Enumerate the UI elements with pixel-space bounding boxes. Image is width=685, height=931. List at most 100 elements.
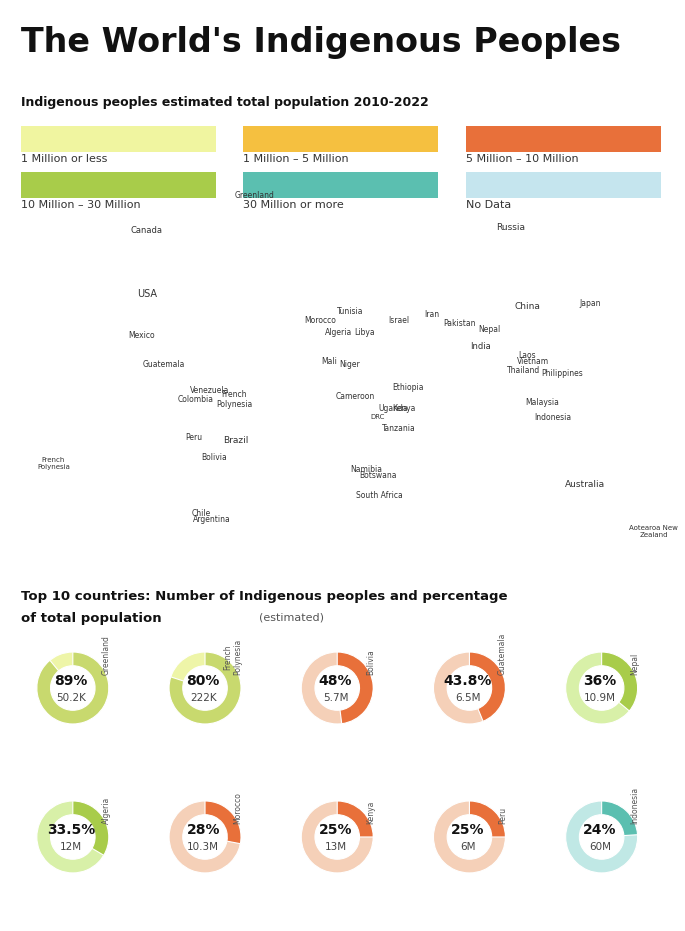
- Text: Morocco: Morocco: [234, 792, 242, 824]
- Text: Uganda: Uganda: [378, 404, 408, 412]
- Wedge shape: [205, 801, 241, 843]
- Text: 12M: 12M: [60, 843, 82, 852]
- Text: Bolivia: Bolivia: [201, 453, 227, 463]
- Text: Russia: Russia: [496, 223, 525, 232]
- Text: Libya: Libya: [355, 328, 375, 337]
- Text: 5.7M: 5.7M: [323, 694, 348, 703]
- Text: Venezuela: Venezuela: [190, 386, 229, 396]
- Wedge shape: [301, 652, 373, 724]
- Text: 6M: 6M: [460, 843, 475, 852]
- Text: 10.9M: 10.9M: [584, 694, 616, 703]
- Text: 50.2K: 50.2K: [56, 694, 86, 703]
- Text: 89%: 89%: [54, 674, 88, 688]
- Text: Namibia: Namibia: [351, 466, 383, 474]
- Text: Malaysia: Malaysia: [525, 398, 559, 407]
- Text: Chile: Chile: [191, 509, 210, 518]
- Text: Nepal: Nepal: [479, 325, 501, 334]
- Text: Indonesia: Indonesia: [535, 412, 572, 422]
- Wedge shape: [37, 652, 109, 724]
- Wedge shape: [469, 652, 506, 722]
- Text: Guatemala: Guatemala: [142, 360, 185, 369]
- Text: Indonesia: Indonesia: [630, 787, 639, 824]
- Text: French
Polynesia: French Polynesia: [216, 390, 253, 410]
- Text: 25%: 25%: [319, 823, 352, 837]
- Text: South Africa: South Africa: [356, 492, 403, 501]
- Wedge shape: [73, 801, 109, 856]
- Text: Israel: Israel: [388, 317, 409, 325]
- Wedge shape: [434, 801, 506, 873]
- Text: Colombia: Colombia: [177, 395, 213, 404]
- Text: India: India: [470, 343, 491, 352]
- Text: Top 10 countries: Number of Indigenous peoples and percentage: Top 10 countries: Number of Indigenous p…: [21, 590, 507, 603]
- Text: Algeria: Algeria: [325, 328, 352, 337]
- Wedge shape: [301, 801, 373, 873]
- Text: Japan: Japan: [580, 299, 601, 307]
- Text: Kenya: Kenya: [393, 404, 416, 412]
- Text: 48%: 48%: [319, 674, 352, 688]
- Wedge shape: [169, 652, 241, 724]
- Text: Cameroon: Cameroon: [336, 392, 375, 401]
- Text: Argentina: Argentina: [193, 515, 231, 524]
- Wedge shape: [337, 652, 373, 723]
- Text: 222K: 222K: [190, 694, 216, 703]
- Text: Canada: Canada: [131, 225, 163, 235]
- Text: Australia: Australia: [565, 479, 605, 489]
- Text: 28%: 28%: [186, 823, 220, 837]
- Wedge shape: [566, 652, 638, 724]
- Text: 24%: 24%: [583, 823, 616, 837]
- Text: Peru: Peru: [185, 433, 202, 442]
- Wedge shape: [601, 801, 638, 835]
- Text: 13M: 13M: [325, 843, 347, 852]
- Text: Bolivia: Bolivia: [366, 650, 375, 675]
- Text: 30 Million or more: 30 Million or more: [243, 200, 344, 210]
- Text: Pakistan: Pakistan: [444, 319, 476, 328]
- Text: 10.3M: 10.3M: [187, 843, 219, 852]
- Text: Aotearoa New
Zealand: Aotearoa New Zealand: [630, 524, 678, 537]
- Text: USA: USA: [137, 290, 157, 300]
- Text: Mali: Mali: [321, 358, 338, 366]
- Text: 43.8%: 43.8%: [443, 674, 492, 688]
- Text: The World's Indigenous Peoples: The World's Indigenous Peoples: [21, 26, 621, 60]
- Text: Brazil: Brazil: [223, 436, 249, 445]
- Text: 80%: 80%: [186, 674, 220, 688]
- Text: Peru: Peru: [498, 807, 507, 824]
- Text: Tanzania: Tanzania: [382, 425, 415, 433]
- Text: DRC: DRC: [371, 414, 385, 420]
- Wedge shape: [469, 801, 506, 837]
- Text: of total population: of total population: [21, 612, 166, 625]
- Text: Guatemala: Guatemala: [498, 633, 507, 675]
- Wedge shape: [169, 652, 241, 724]
- Text: Laos: Laos: [519, 351, 536, 360]
- Text: Algeria: Algeria: [101, 797, 110, 824]
- Text: 25%: 25%: [451, 823, 484, 837]
- Text: Tunisia: Tunisia: [337, 307, 363, 317]
- Text: 60M: 60M: [589, 843, 611, 852]
- Text: Iran: Iran: [425, 310, 440, 319]
- Text: Indigenous peoples estimated total population 2010-2022: Indigenous peoples estimated total popul…: [21, 96, 428, 109]
- Text: Kenya: Kenya: [366, 801, 375, 824]
- Text: Thailand: Thailand: [507, 366, 540, 375]
- Text: Greenland: Greenland: [101, 635, 110, 675]
- Text: Ethiopia: Ethiopia: [392, 384, 423, 392]
- Text: French
Polynesia: French Polynesia: [223, 639, 242, 675]
- Wedge shape: [169, 801, 241, 873]
- Text: Nepal: Nepal: [630, 653, 639, 675]
- Text: 1 Million or less: 1 Million or less: [21, 154, 107, 164]
- Wedge shape: [601, 652, 638, 711]
- Text: Morocco: Morocco: [304, 317, 336, 325]
- Text: Mexico: Mexico: [128, 331, 154, 340]
- Text: 1 Million – 5 Million: 1 Million – 5 Million: [243, 154, 349, 164]
- Text: 10 Million – 30 Million: 10 Million – 30 Million: [21, 200, 140, 210]
- Text: 5 Million – 10 Million: 5 Million – 10 Million: [466, 154, 578, 164]
- Text: Botswana: Botswana: [359, 471, 397, 480]
- Wedge shape: [337, 801, 373, 837]
- Wedge shape: [566, 801, 638, 873]
- Wedge shape: [37, 801, 109, 873]
- Wedge shape: [434, 652, 506, 724]
- Text: Greenland: Greenland: [235, 191, 275, 199]
- Text: (estimated): (estimated): [259, 612, 324, 622]
- Text: No Data: No Data: [466, 200, 511, 210]
- Text: Niger: Niger: [340, 360, 360, 369]
- Text: Vietnam: Vietnam: [516, 358, 549, 366]
- Text: China: China: [514, 302, 540, 311]
